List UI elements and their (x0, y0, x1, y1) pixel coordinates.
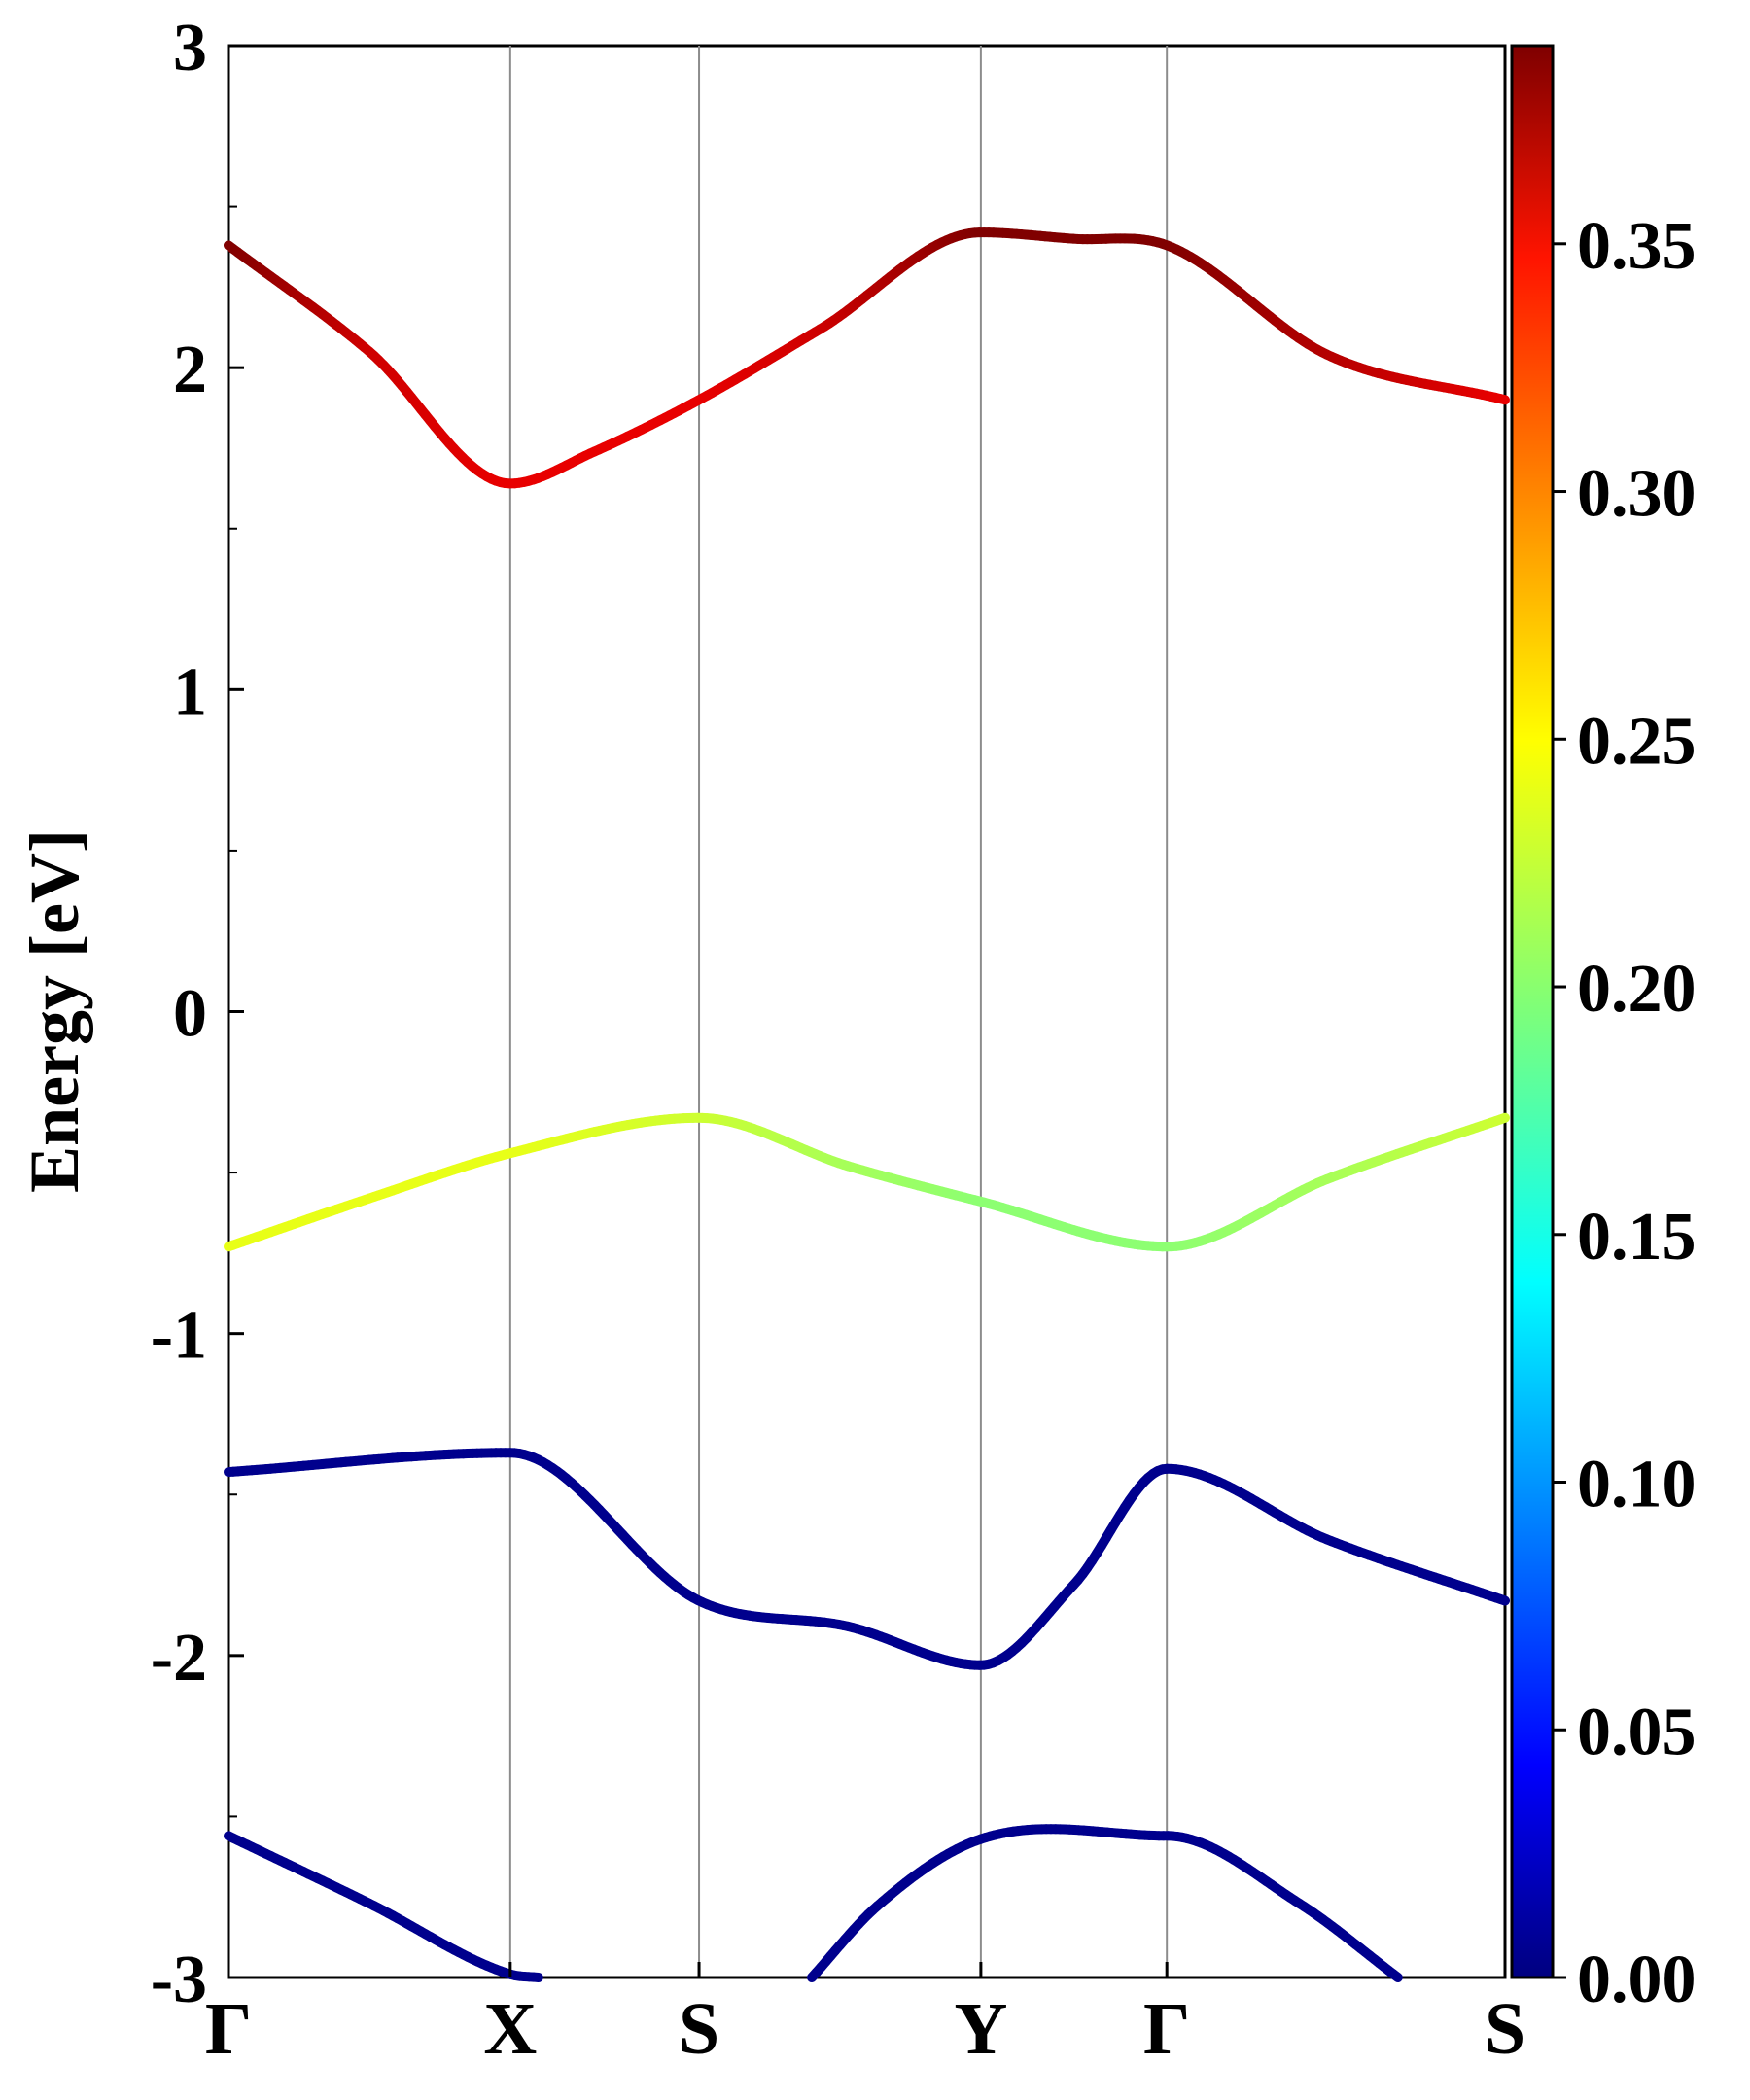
band-valence-3a (224, 1831, 543, 1982)
plot-frame (227, 44, 1507, 1979)
colorbar-tick-label: 0.00 (1577, 1942, 1697, 2017)
colorbar-tick-label: 0.30 (1577, 457, 1697, 532)
colorbar-tick-label: 0.25 (1577, 704, 1697, 779)
y-tick-label: 0 (173, 977, 207, 1052)
y-tick-label: 3 (173, 11, 207, 86)
colorbar-tick-label: 0.10 (1577, 1448, 1697, 1522)
band-conduction (224, 228, 1510, 489)
colorbar-gradient (1510, 44, 1555, 1979)
y-tick-label: -2 (151, 1621, 207, 1696)
y-tick-label: 2 (173, 332, 207, 407)
y-tick-label: -3 (151, 1942, 207, 2017)
energy-bands (224, 228, 1510, 1982)
colorbar-tick-label: 0.20 (1577, 952, 1697, 1027)
band-valence-top (224, 1112, 1510, 1252)
k-point-label: S (679, 1988, 719, 2070)
colorbar: 0.00 0.05 0.10 0.15 0.20 0.25 0.30 0.35 (1510, 44, 1697, 2017)
colorbar-tick-label: 0.15 (1577, 1200, 1697, 1275)
k-point-label: X (483, 1988, 537, 2070)
band-segment (1495, 1593, 1510, 1606)
band-valence-3b (806, 1824, 1403, 1982)
k-point-label: Y (954, 1988, 1007, 2070)
band-segment (1495, 394, 1510, 405)
k-point-label: S (1485, 1988, 1525, 2070)
plot-area: 3 2 1 0 -1 -2 -3 Γ X S Y Γ S (151, 11, 1525, 2070)
band-segment (1495, 1112, 1510, 1125)
k-point-label: Γ (1143, 1988, 1190, 2070)
y-tick-label: -1 (151, 1299, 207, 1374)
colorbar-tick-label: 0.05 (1577, 1695, 1697, 1769)
y-axis-label: Energy [eV] (16, 829, 93, 1193)
colorbar-ticks: 0.00 0.05 0.10 0.15 0.20 0.25 0.30 0.35 (1553, 209, 1697, 2017)
high-symmetry-lines (508, 46, 1169, 1978)
y-axis: 3 2 1 0 -1 -2 -3 (151, 11, 244, 2017)
band-valence-2 (224, 1448, 1510, 1670)
k-point-label: Γ (205, 1988, 252, 2070)
colorbar-tick-label: 0.35 (1577, 209, 1697, 284)
y-tick-label: 1 (173, 654, 207, 729)
band-segment (1388, 1969, 1403, 1982)
